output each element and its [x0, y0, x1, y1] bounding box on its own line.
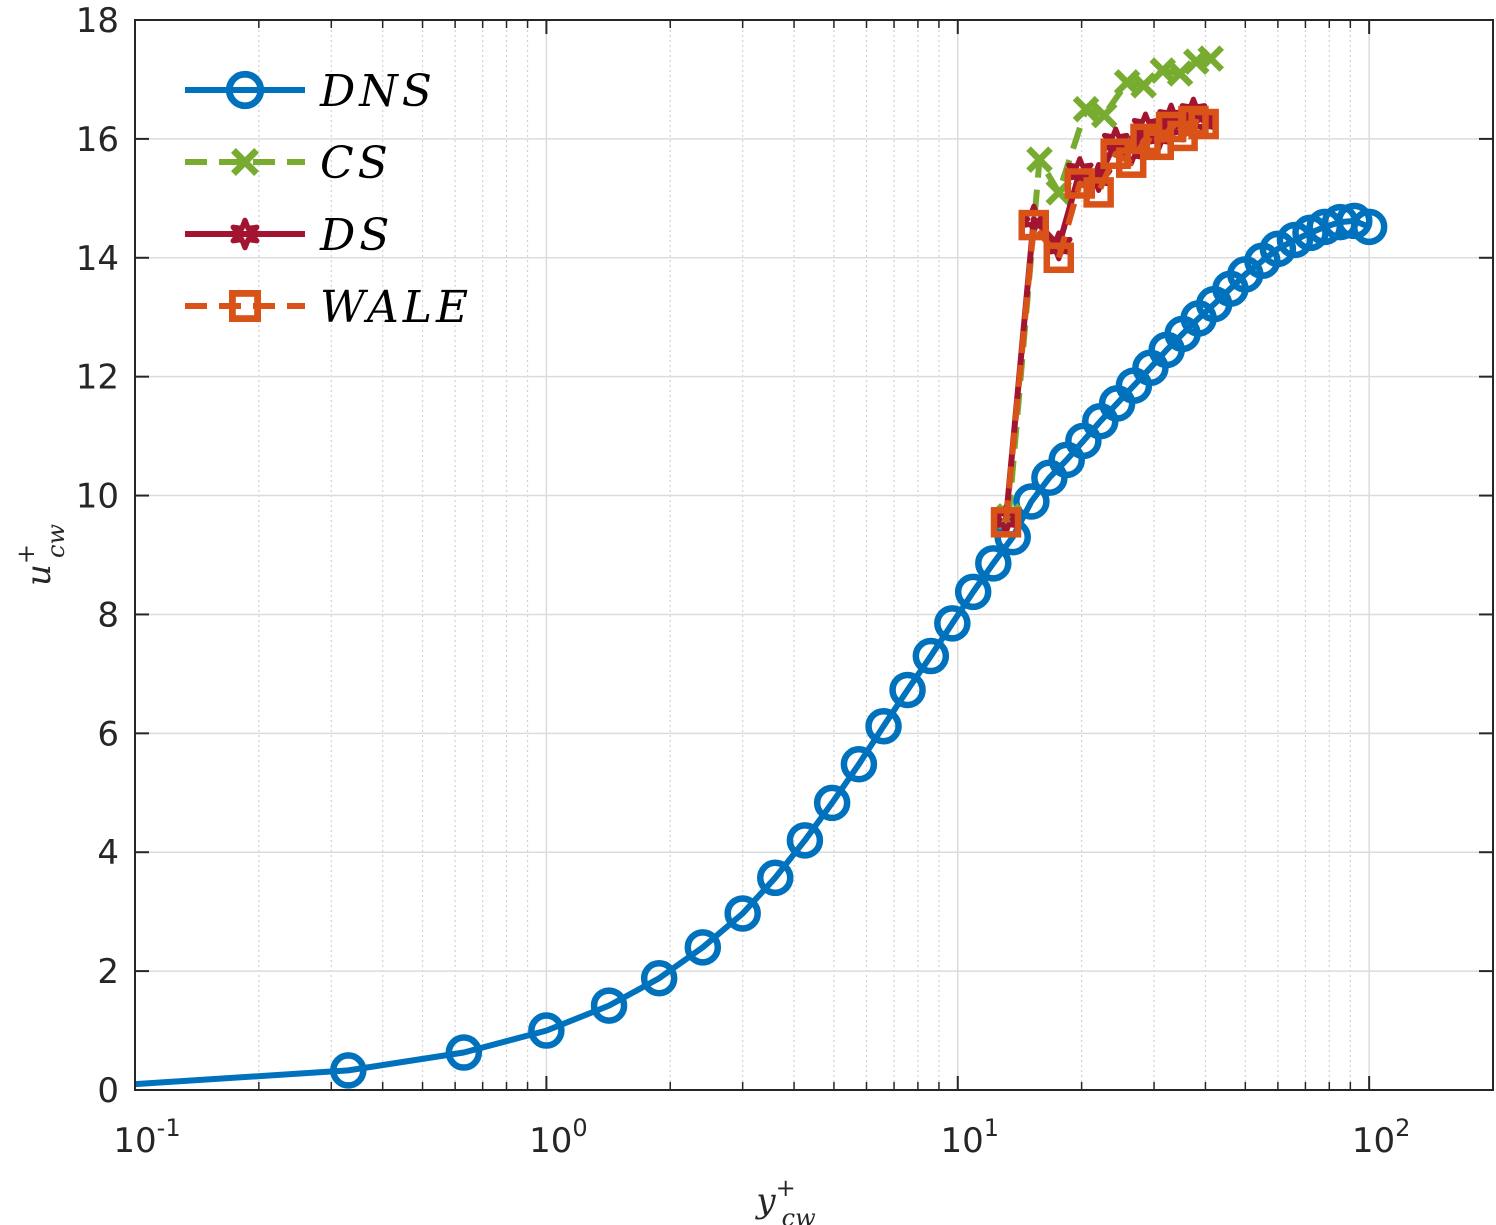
x-tick-label: 101: [941, 1114, 1000, 1161]
x-tick-label-base: 10: [529, 1121, 572, 1161]
x-tick-label: 100: [529, 1114, 588, 1161]
legend-label-dns: DNS: [319, 66, 436, 117]
y-tick-label: 18: [76, 1, 119, 41]
legend-label-ds: DS: [319, 210, 393, 261]
legend: DNS CS DS WALE: [185, 66, 472, 333]
series-wale: [990, 105, 1219, 538]
marker-circle: [786, 822, 824, 859]
legend-label-cs: CS: [320, 138, 392, 189]
marker-x: [1090, 101, 1118, 129]
y-tick-label: 16: [76, 120, 119, 160]
y-tick-label: 0: [97, 1071, 119, 1111]
x-tick-label-base: 10: [941, 1121, 984, 1161]
marker-circle: [840, 745, 878, 783]
marker-x: [1197, 45, 1225, 72]
marker-square: [1188, 108, 1219, 140]
y-tick-label: 10: [76, 477, 119, 517]
marker-circle: [756, 859, 794, 897]
marker-hexagram: [230, 217, 260, 251]
legend-item-wale: WALE: [185, 282, 472, 333]
marker-circle: [813, 784, 851, 822]
marker-circle: [954, 573, 992, 611]
marker-circle: [724, 895, 761, 932]
x-tick-label-base: 10: [113, 1121, 156, 1161]
x-tick-label-exponent: 2: [1395, 1114, 1410, 1142]
legend-label-wale: WALE: [320, 282, 472, 333]
series-cs: [995, 45, 1225, 530]
series-dns: [134, 202, 1388, 1089]
y-axis-label: u+cw: [12, 524, 70, 586]
marker-circle: [684, 929, 722, 966]
x-tick-label-exponent: 1: [984, 1114, 999, 1142]
y-tick-label: 14: [76, 239, 119, 279]
ticks: [134, 19, 1493, 1091]
x-tick-label: 102: [1352, 1114, 1411, 1161]
marker-circle: [1350, 208, 1388, 246]
x-axis-label: y+ cw: [754, 1174, 816, 1225]
marker-circle: [889, 671, 926, 709]
legend-item-cs: CS: [185, 138, 392, 189]
y-tick-label: 8: [97, 595, 119, 635]
marker-x: [1072, 95, 1100, 123]
marker-circle: [934, 605, 971, 642]
x-tick-label-exponent: -1: [157, 1114, 181, 1142]
y-tick-label: 12: [76, 358, 119, 398]
marker-square: [1083, 177, 1114, 208]
x-tick-label: 10-1: [113, 1114, 180, 1161]
marker-circle: [225, 70, 265, 110]
marker-circle: [640, 959, 678, 997]
marker-square: [990, 507, 1022, 538]
legend-item-dns: DNS: [185, 66, 436, 117]
marker-circle: [590, 987, 628, 1024]
legend-item-ds: DS: [185, 210, 393, 261]
series-layer: [134, 45, 1388, 1089]
plot-frame: [134, 19, 1494, 1091]
marker-square: [228, 289, 262, 323]
marker-circle: [1013, 483, 1050, 520]
marker-square: [1043, 242, 1075, 274]
y-tick-label: 4: [97, 833, 119, 873]
marker-x: [231, 148, 259, 176]
marker-square: [1018, 209, 1050, 241]
x-tick-label-base: 10: [1352, 1121, 1395, 1161]
marker-circle: [865, 707, 902, 745]
y-tick-label: 2: [97, 952, 119, 992]
marker-circle: [975, 545, 1012, 582]
plot-area: [135, 20, 1493, 1090]
y-tick-label: 6: [97, 714, 119, 754]
marker-circle: [912, 637, 950, 675]
marker-circle: [528, 1012, 565, 1049]
marker-x: [1026, 146, 1053, 173]
x-tick-label-exponent: 0: [572, 1114, 587, 1142]
series-line-wale: [1003, 118, 1205, 523]
marker-circle: [445, 1034, 483, 1071]
marker-circle: [330, 1052, 367, 1089]
